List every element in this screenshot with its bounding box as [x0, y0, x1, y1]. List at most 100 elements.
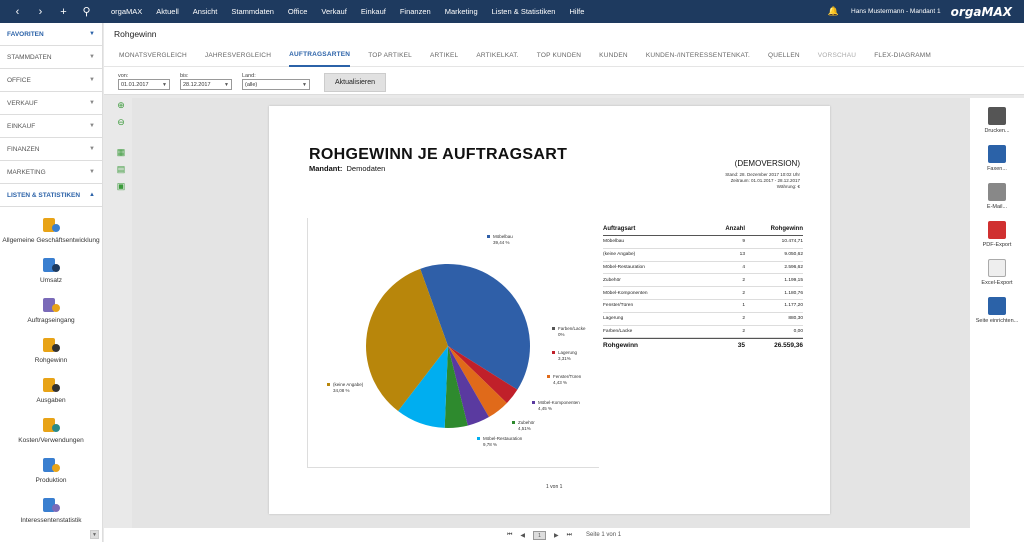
report-meta: Stand: 28. Dezember 2017 10:02 Uhr Zeitr… — [725, 172, 800, 190]
table-cell: 13 — [739, 252, 745, 258]
right-tool-3[interactable]: PDF-Export — [970, 214, 1024, 250]
menu-item-0[interactable]: orgaMAX — [111, 7, 143, 16]
chevron-icon: ▼ — [89, 77, 95, 83]
bar-chart-icon — [40, 254, 62, 274]
sidebar-item-1[interactable]: Umsatz — [0, 247, 102, 287]
sidebar-section-5[interactable]: FINANZEN ▼ — [0, 138, 102, 161]
sidebar-section-1[interactable]: STAMMDATEN ▼ — [0, 46, 102, 69]
zoom-in-icon[interactable]: ⊕ — [117, 100, 125, 110]
sidebar-section-7[interactable]: LISTEN & STATISTIKEN ▲ — [0, 184, 102, 207]
zoom-out-icon[interactable]: ⊖ — [117, 117, 125, 127]
page-input[interactable]: 1 — [532, 530, 546, 540]
pie-slice-4 — [448, 346, 489, 426]
menu-item-7[interactable]: Finanzen — [399, 7, 431, 16]
table-row: (keine Angabe) 13 9.050,62 — [603, 249, 803, 262]
next-page-icon[interactable]: ▶ — [553, 532, 559, 539]
tab-4[interactable]: ARTIKEL — [429, 51, 459, 59]
right-tool-5[interactable]: Seite einrichten... — [970, 290, 1024, 326]
table-header: Auftragsart Anzahl Rohgewinn — [603, 226, 803, 236]
table-row: Farben/Lacke 2 0,00 — [603, 326, 803, 339]
legend-swatch — [327, 383, 330, 386]
right-tool-label: Excel-Export — [981, 280, 1013, 286]
sidebar-item-7[interactable]: Interessentenstatistik — [0, 487, 102, 527]
tab-7[interactable]: KUNDEN — [599, 51, 628, 59]
right-tool-0[interactable]: Drucken... — [970, 100, 1024, 136]
table-cell: Fenster/Türen — [603, 303, 634, 309]
sidebar-section-label: VERKAUF — [7, 99, 38, 107]
from-date-select[interactable]: 01.01.2017 ▼ — [118, 79, 170, 90]
forward-icon[interactable]: › — [38, 5, 43, 18]
sidebar-item-4[interactable]: Ausgaben — [0, 367, 102, 407]
sidebar-item-6[interactable]: Produktion — [0, 447, 102, 487]
slice-pct-label: 3,31% — [558, 356, 571, 361]
chevron-down-icon: ▼ — [224, 81, 229, 88]
bell-icon[interactable]: 🔔 — [827, 6, 840, 16]
zeitraum-text: Zeitraum: 01.01.2017 - 28.12.2017 — [730, 178, 800, 183]
tab-9[interactable]: QUELLEN — [768, 51, 800, 59]
menu-item-8[interactable]: Marketing — [444, 7, 478, 16]
menu-item-3[interactable]: Stammdaten — [231, 7, 274, 16]
tab-1[interactable]: JAHRESVERGLEICH — [204, 51, 272, 59]
tab-8[interactable]: KUNDEN-/INTERESSENTENKAT. — [645, 51, 751, 59]
right-tool-4[interactable]: Excel-Export — [970, 252, 1024, 288]
first-page-icon[interactable]: ⏮ — [506, 531, 513, 538]
sidebar-item-2[interactable]: Auftragseingang — [0, 287, 102, 327]
menu-item-2[interactable]: Ansicht — [192, 7, 218, 16]
zoom-100-icon[interactable]: ▣ — [116, 181, 126, 191]
slice-pct-label: 9,78 % — [483, 442, 497, 447]
back-icon[interactable]: ‹ — [15, 5, 20, 18]
menu-item-9[interactable]: Listen & Statistiken — [491, 7, 556, 16]
chevron-down-icon: ▼ — [162, 81, 167, 88]
waehrung-text: Währung: € — [776, 184, 800, 189]
menu-item-5[interactable]: Verkauf — [321, 7, 347, 16]
menu-item-6[interactable]: Einkauf — [360, 7, 386, 16]
from-date-value: 01.01.2017 — [121, 81, 149, 88]
page-width-icon[interactable]: ▤ — [116, 164, 126, 174]
pie-slice-3 — [448, 346, 507, 418]
slice-pct-label: 4,43 % — [553, 380, 567, 385]
sidebar-item-5[interactable]: Kosten/Verwendungen — [0, 407, 102, 447]
last-page-icon[interactable]: ⏭ — [566, 531, 573, 538]
prev-page-icon[interactable]: ◀ — [520, 532, 525, 539]
sidebar-section-6[interactable]: MARKETING ▼ — [0, 161, 102, 184]
to-date-select[interactable]: 28.12.2017 ▼ — [180, 79, 232, 90]
pie-slice-2 — [448, 346, 518, 404]
to-label: bis: — [180, 73, 189, 79]
tab-10[interactable]: VORSCHAU — [817, 51, 857, 59]
table-cell: (keine Angabe) — [603, 252, 636, 258]
scroll-down-button[interactable]: ▼ — [90, 530, 99, 539]
sidebar-section-0[interactable]: FAVORITEN ▼ — [0, 23, 102, 46]
update-button[interactable]: Aktualisieren — [324, 73, 386, 92]
sidebar-section-label: LISTEN & STATISTIKEN — [7, 191, 81, 199]
people-chart-icon — [40, 494, 62, 514]
sidebar-item-0[interactable]: Allgemeine Geschäftsentwicklung — [0, 207, 102, 247]
tab-0[interactable]: MONATSVERGLEICH — [119, 51, 187, 59]
country-select[interactable]: (alle) ▼ — [242, 79, 310, 90]
search-icon[interactable]: ⚲ — [82, 6, 91, 18]
user-label[interactable]: Hans Mustermann - Mandant 1 — [851, 8, 941, 15]
menu-item-4[interactable]: Office — [287, 7, 308, 16]
right-tool-1[interactable]: Faxen... — [970, 138, 1024, 174]
tab-3[interactable]: TOP ARTIKEL — [368, 51, 412, 59]
table-total-cell: 26.559,36 — [774, 342, 803, 350]
sidebar-section-3[interactable]: VERKAUF ▼ — [0, 92, 102, 115]
tab-2[interactable]: AUFTRAGSARTEN — [289, 44, 351, 67]
plus-icon[interactable]: + — [60, 5, 67, 18]
sidebar-section-label: OFFICE — [7, 76, 31, 84]
sidebar-item-label: Auftragseingang — [27, 317, 75, 324]
sidebar-item-3[interactable]: Rohgewinn — [0, 327, 102, 367]
sidebar-section-4[interactable]: EINKAUF ▼ — [0, 115, 102, 138]
menu-item-10[interactable]: Hilfe — [569, 7, 585, 16]
legend-swatch — [487, 235, 490, 238]
page-fit-icon[interactable]: ▦ — [116, 147, 126, 157]
legend-swatch — [552, 351, 555, 354]
right-tool-2[interactable]: E-Mail... — [970, 176, 1024, 212]
tab-11[interactable]: FLEX-DIAGRAMM — [874, 51, 931, 59]
pdf-icon — [988, 221, 1006, 239]
tab-5[interactable]: ARTIKELKAT. — [476, 51, 519, 59]
page-title: Rohgewinn — [104, 23, 1024, 44]
menu-item-1[interactable]: Aktuell — [156, 7, 179, 16]
tab-6[interactable]: TOP KUNDEN — [536, 51, 582, 59]
sidebar-section-2[interactable]: OFFICE ▼ — [0, 69, 102, 92]
table-row: Möbel-Restauration 4 2.596,62 — [603, 262, 803, 275]
